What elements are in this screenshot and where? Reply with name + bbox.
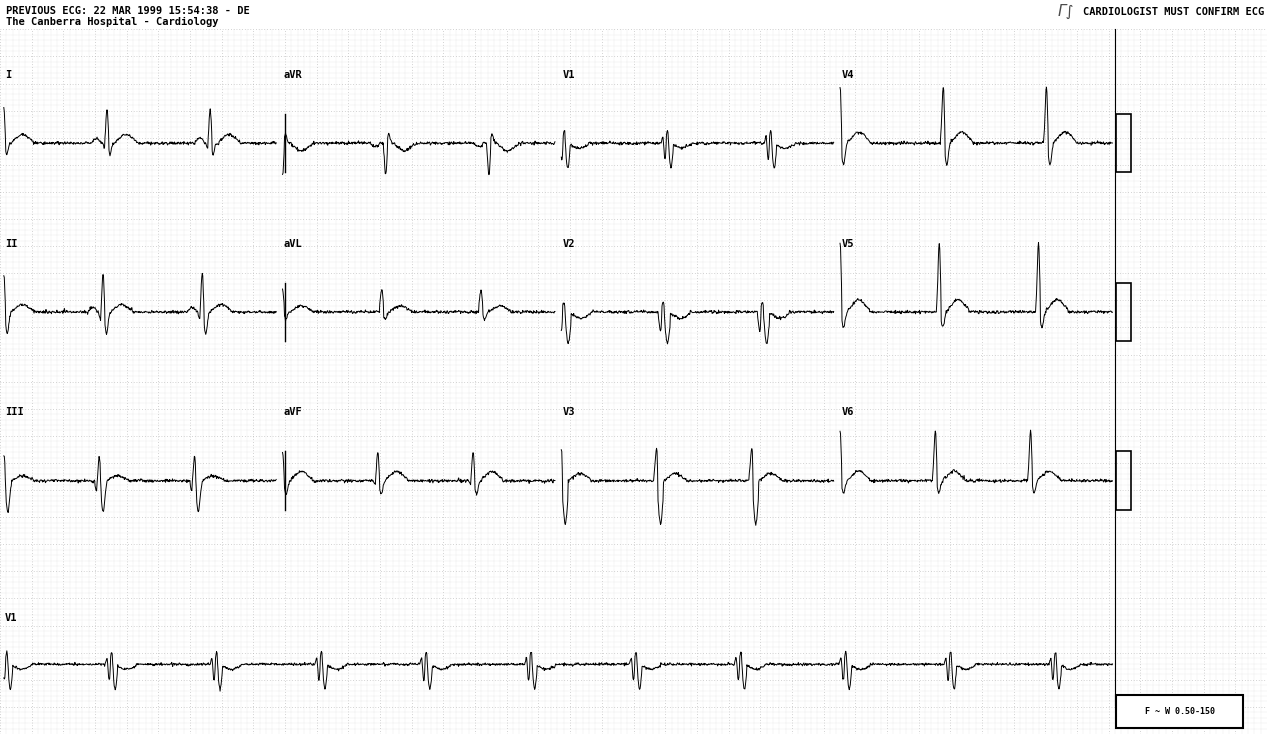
Text: V1: V1	[563, 70, 575, 80]
Text: aVL: aVL	[284, 239, 303, 249]
Text: F ~ W 0.50-150: F ~ W 0.50-150	[1144, 707, 1215, 716]
Text: V6: V6	[841, 407, 854, 418]
Text: V4: V4	[841, 70, 854, 80]
Text: V3: V3	[563, 407, 575, 418]
Text: V1: V1	[5, 613, 18, 623]
Text: Γ∫: Γ∫	[1058, 4, 1074, 20]
Text: PREVIOUS ECG: 22 MAR 1999 15:54:38 - DE: PREVIOUS ECG: 22 MAR 1999 15:54:38 - DE	[6, 6, 250, 16]
Text: aVF: aVF	[284, 407, 303, 418]
Bar	[1116, 451, 1131, 510]
Bar	[1116, 283, 1131, 341]
Text: III: III	[5, 407, 24, 418]
Text: The Canberra Hospital - Cardiology: The Canberra Hospital - Cardiology	[6, 17, 219, 27]
Text: V5: V5	[841, 239, 854, 249]
Text: V2: V2	[563, 239, 575, 249]
Text: II: II	[5, 239, 18, 249]
Text: aVR: aVR	[284, 70, 303, 80]
Bar	[1116, 114, 1131, 172]
Text: CARDIOLOGIST MUST CONFIRM ECG: CARDIOLOGIST MUST CONFIRM ECG	[1083, 7, 1264, 18]
Text: I: I	[5, 70, 11, 80]
Bar	[1116, 695, 1243, 728]
